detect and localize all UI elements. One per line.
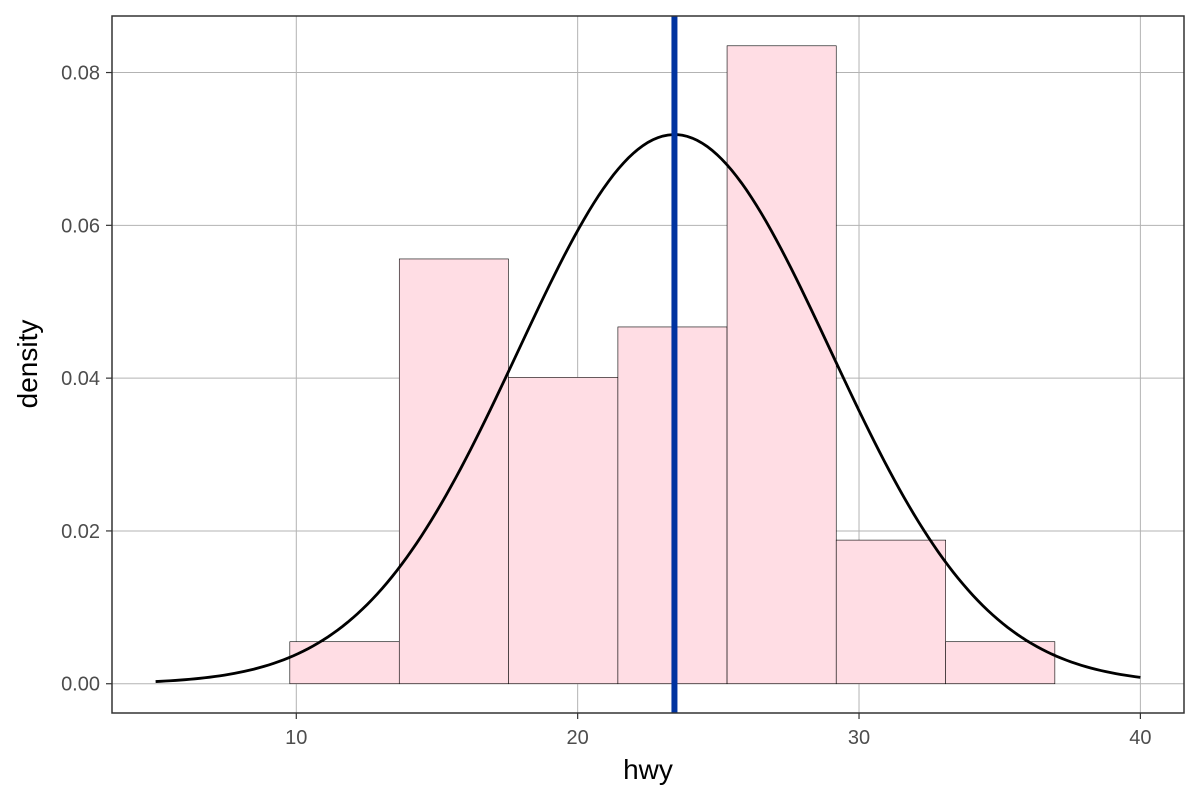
histogram-bar-3 [508,377,619,685]
y-tick-label-0.00: 0.00 [61,674,100,696]
x-tick-label-10: 10 [285,727,307,749]
x-axis-ticks: 10 20 30 40 [285,713,1152,749]
x-axis-title: hwy [623,754,673,785]
y-tick-label-0.04: 0.04 [61,368,100,390]
x-tick-label-40: 40 [1129,727,1151,749]
panel-border [111,15,1185,714]
histogram-bar-5 [726,45,837,685]
y-tick-label-0.06: 0.06 [61,215,100,237]
y-tick-label-0.08: 0.08 [61,63,100,85]
histogram-bar-2 [398,258,509,685]
histogram-bar-6 [835,539,946,685]
normal-density-curve [155,133,1141,683]
x-tick-label-30: 30 [848,727,870,749]
y-tick-label-0.02: 0.02 [61,521,100,543]
y-axis-title: density [12,320,43,409]
y-axis-ticks: 0.00 0.02 0.04 0.06 0.08 [61,63,112,696]
x-tick-label-20: 20 [567,727,589,749]
histogram-bar-7 [945,641,1056,685]
histogram-bar-1 [289,641,400,685]
